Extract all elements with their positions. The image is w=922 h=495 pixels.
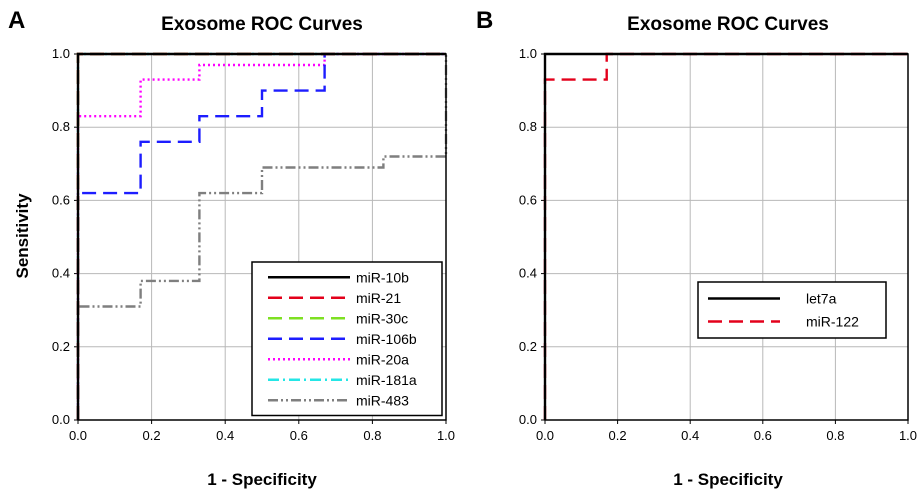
- x-tick-label: 1.0: [899, 428, 917, 443]
- series-line-mir-122: [543, 52, 908, 420]
- legend-label-mir-122: miR-122: [806, 314, 859, 330]
- panel-b-legend: let7a miR-122: [697, 281, 887, 339]
- panel-b-title: Exosome ROC Curves: [627, 14, 829, 35]
- series-line-mir-483: [76, 54, 448, 420]
- y-tick-label: 0.0: [519, 412, 537, 427]
- legend-label-mir-10b: miR-10b: [356, 269, 409, 285]
- y-tick-label: 0.4: [519, 266, 537, 281]
- x-tick-label: 0.8: [826, 428, 844, 443]
- legend-label-mir-20a: miR-20a: [356, 351, 409, 367]
- legend-box: [251, 261, 443, 417]
- panel-a: A Exosome ROC Curves 1 - Specificity Sen…: [8, 7, 455, 489]
- panel-b: B Exosome ROC Curves 1 - Specificity 0.0…: [476, 7, 917, 489]
- panel-a-letter: A: [8, 7, 25, 34]
- y-tick-label: 0.8: [52, 119, 70, 134]
- legend-label-mir-106b: miR-106b: [356, 331, 417, 347]
- series-line-let7a: [543, 52, 908, 420]
- x-tick-label: 0.6: [290, 428, 308, 443]
- gridlines: [545, 54, 908, 420]
- x-tick-label: 0.8: [363, 428, 381, 443]
- y-tick-label: 1.0: [52, 46, 70, 61]
- legend-label-let7a: let7a: [806, 291, 837, 307]
- series-line-mir-20a: [76, 52, 446, 420]
- panel-b-plot-area: 0.0 0.2 0.4 0.6 0.8 1.0 0.0 0.2 0.4 0.6 0.8 1.0: [519, 46, 917, 443]
- x-tick-label: 0.4: [216, 428, 234, 443]
- legend-label-mir-21: miR-21: [356, 290, 401, 306]
- legend-label-mir-483: miR-483: [356, 392, 409, 408]
- panel-b-letter: B: [476, 7, 493, 34]
- y-tick-label: 0.4: [52, 266, 70, 281]
- panel-a-y-axis-label: Sensitivity: [13, 193, 32, 279]
- y-tick-label: 0.8: [519, 119, 537, 134]
- plot-frame: [544, 53, 909, 421]
- panel-b-x-axis-label: 1 - Specificity: [673, 470, 783, 489]
- y-tick-label: 1.0: [519, 46, 537, 61]
- y-tick-label: 0.0: [52, 412, 70, 427]
- x-tick-label: 0.0: [536, 428, 554, 443]
- x-tick-label: 0.4: [681, 428, 699, 443]
- x-tick-label: 0.0: [69, 428, 87, 443]
- legend-box: [697, 281, 887, 339]
- panel-a-legend: miR-10b miR-21 miR-30c miR-106b miR-20a miR-1…: [251, 261, 443, 417]
- legend-label-mir-181a: miR-181a: [356, 372, 417, 388]
- x-tick-label: 0.6: [754, 428, 772, 443]
- panel-a-x-axis-label: 1 - Specificity: [207, 470, 317, 489]
- x-tick-label: 0.2: [143, 428, 161, 443]
- y-tick-label: 0.6: [52, 192, 70, 207]
- y-tick-label: 0.6: [519, 192, 537, 207]
- series-line-mir-106b: [76, 52, 446, 420]
- x-tick-label: 0.2: [609, 428, 627, 443]
- legend-label-mir-30c: miR-30c: [356, 310, 408, 326]
- y-tick-label: 0.2: [52, 339, 70, 354]
- series-lines: [543, 52, 908, 420]
- panel-a-title: Exosome ROC Curves: [161, 14, 363, 35]
- x-tick-label: 1.0: [437, 428, 455, 443]
- plot-frame: [77, 53, 447, 421]
- panel-a-plot-area: 0.0 0.2 0.4 0.6 0.8 1.0 0.0 0.2 0.4 0.6 0.8 1.0: [52, 46, 455, 443]
- y-tick-label: 0.2: [519, 339, 537, 354]
